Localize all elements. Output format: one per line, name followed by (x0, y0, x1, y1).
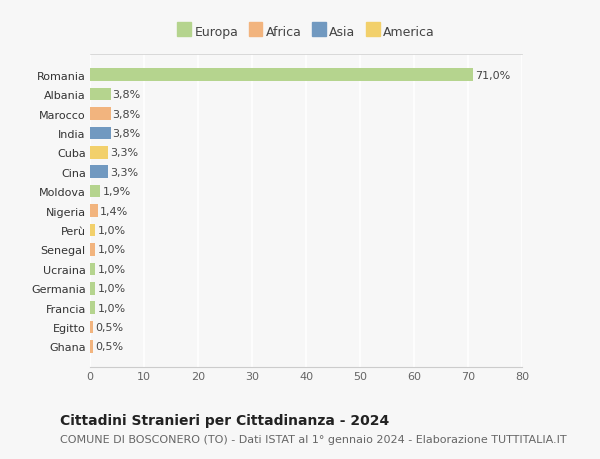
Text: 3,3%: 3,3% (110, 148, 138, 158)
Bar (90, 89, 110, 101)
Text: 1,0%: 1,0% (98, 303, 125, 313)
Text: 1,4%: 1,4% (100, 206, 128, 216)
Text: 0,5%: 0,5% (95, 342, 123, 352)
Bar (90, 263, 95, 275)
Bar (90, 147, 108, 159)
Text: 1,9%: 1,9% (103, 187, 131, 197)
Bar (90, 302, 95, 314)
Text: 1,0%: 1,0% (98, 245, 125, 255)
Text: 1,0%: 1,0% (98, 284, 125, 294)
Bar (90, 321, 93, 334)
Bar (90, 108, 110, 121)
Bar (90, 166, 108, 179)
Text: 1,0%: 1,0% (98, 264, 125, 274)
Bar (90, 127, 110, 140)
Text: COMUNE DI BOSCONERO (TO) - Dati ISTAT al 1° gennaio 2024 - Elaborazione TUTTITAL: COMUNE DI BOSCONERO (TO) - Dati ISTAT al… (60, 434, 566, 444)
Bar (90, 244, 95, 256)
Text: 1,0%: 1,0% (98, 225, 125, 235)
Bar (90, 205, 98, 218)
Bar (90, 185, 100, 198)
Text: Cittadini Stranieri per Cittadinanza - 2024: Cittadini Stranieri per Cittadinanza - 2… (60, 413, 389, 427)
Bar (90, 341, 93, 353)
Bar (90, 282, 95, 295)
Bar (90, 69, 473, 82)
Text: 3,3%: 3,3% (110, 168, 138, 177)
Text: 71,0%: 71,0% (476, 71, 511, 80)
Text: 3,8%: 3,8% (113, 129, 141, 139)
Legend: Europa, Africa, Asia, America: Europa, Africa, Asia, America (172, 21, 440, 44)
Text: 3,8%: 3,8% (113, 109, 141, 119)
Text: 3,8%: 3,8% (113, 90, 141, 100)
Text: 0,5%: 0,5% (95, 322, 123, 332)
Bar (90, 224, 95, 237)
